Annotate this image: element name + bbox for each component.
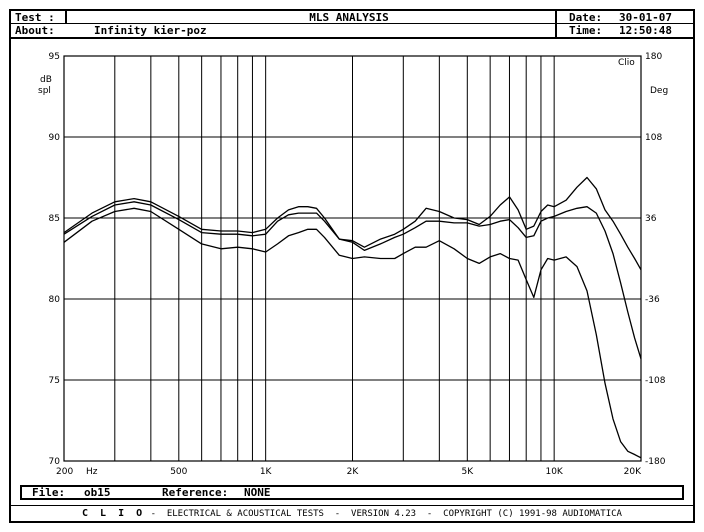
x-axis-ticks: 200 500 1K 2K 5K 10K 20K: [56, 467, 642, 477]
x-tick-label: 1K: [260, 467, 273, 477]
y2-axis-label: Deg: [650, 86, 668, 96]
header-row-about: About: Infinity kier-poz Time: 12:50:48: [9, 24, 695, 37]
time-value: 12:50:48: [619, 24, 672, 37]
series-line-3: [63, 207, 642, 459]
footer-brand: C L I O: [82, 508, 146, 519]
reference-value: NONE: [244, 486, 271, 499]
corner-label: Clio: [618, 58, 635, 68]
x-tick-label: 500: [170, 467, 187, 477]
y-tick-label: 75: [49, 376, 60, 386]
x-tick-label: 20K: [624, 467, 642, 477]
plot-border: [63, 55, 642, 462]
header-divider-left: [65, 9, 67, 24]
y-tick-label: 90: [49, 133, 61, 143]
y2-tick-label: 36: [645, 214, 657, 224]
time-label: Time:: [569, 24, 603, 37]
header-row-test: Test : MLS ANALYSIS Date: 30-01-07: [9, 11, 695, 24]
y-axis-ticks: 95 90 85 80 75 70: [49, 52, 61, 467]
footer: C L I O - ELECTRICAL & ACOUSTICAL TESTS …: [9, 506, 695, 521]
y2-tick-label: -36: [645, 295, 660, 305]
x-tick-label: 200: [56, 467, 73, 477]
reference-label: Reference:: [162, 486, 229, 499]
y2-axis-ticks: 180 108 36 -36 -108 -180: [645, 52, 666, 467]
x-tick-label: 5K: [461, 467, 474, 477]
y-tick-label: 70: [49, 457, 61, 467]
ylabel-db: dB: [40, 75, 52, 85]
about-value: Infinity kier-poz: [94, 24, 207, 37]
test-label: Test :: [15, 11, 55, 24]
y2-tick-label: 180: [645, 52, 662, 62]
about-label: About:: [15, 24, 55, 37]
y-tick-label: 85: [49, 214, 60, 224]
x-tick-label: 2K: [347, 467, 360, 477]
y-tick-label: 95: [49, 52, 60, 62]
window-frame: [9, 9, 695, 523]
header-row-divider-left: [9, 23, 557, 24]
date-value: 30-01-07: [619, 11, 672, 24]
footer-text: - ELECTRICAL & ACOUSTICAL TESTS - VERSIO…: [145, 509, 622, 519]
y2-tick-label: -180: [645, 457, 666, 467]
date-label: Date:: [569, 11, 603, 24]
series-line-1: [63, 176, 642, 271]
page-title: MLS ANALYSIS: [309, 11, 389, 24]
series-group: [63, 176, 642, 459]
file-value: ob15: [84, 486, 111, 499]
ylabel-spl: spl: [38, 86, 51, 96]
file-info-box: File: ob15 Reference: NONE: [20, 485, 684, 500]
x-axis-unit: Hz: [86, 467, 98, 477]
x-tick-label: 10K: [545, 467, 563, 477]
y2-tick-label: 108: [645, 133, 662, 143]
footer-divider: [9, 505, 695, 506]
y2-tick-label: -108: [645, 376, 666, 386]
header-bottom-line: [9, 37, 695, 39]
header-row-divider-right: [555, 23, 695, 24]
y-tick-label: 80: [49, 295, 61, 305]
file-label: File:: [32, 486, 66, 499]
series-line-2: [63, 201, 642, 360]
